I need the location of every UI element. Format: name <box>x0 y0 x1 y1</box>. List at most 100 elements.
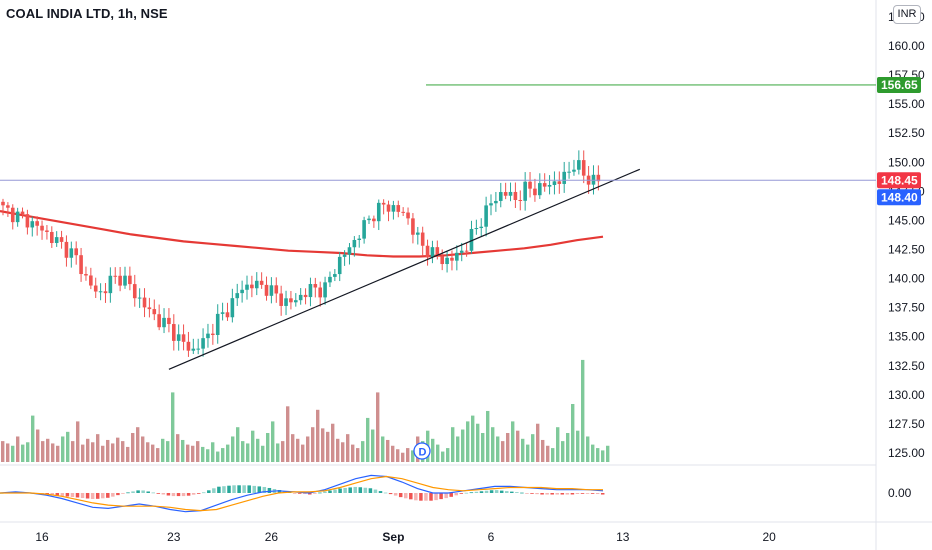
volume-bar <box>321 428 325 462</box>
candle-body <box>113 275 118 277</box>
macd-histogram-bar <box>146 491 150 493</box>
volume-bar <box>531 434 535 462</box>
candle-body <box>15 211 20 223</box>
volume-bar <box>436 444 440 462</box>
volume-bar <box>606 445 610 462</box>
trend-line <box>168 168 641 370</box>
macd-histogram-bar <box>292 493 297 494</box>
volume-bar <box>91 442 95 462</box>
volume-bar <box>221 448 225 462</box>
volume-bar <box>451 427 455 462</box>
macd-histogram-bar <box>565 493 570 495</box>
macd-zero-label: 0.00 <box>888 486 912 500</box>
candle-body <box>523 181 527 201</box>
volume-bar <box>186 444 190 462</box>
macd-histogram-bar <box>166 493 171 496</box>
y-tick-label: 125.00 <box>888 446 925 460</box>
volume-bar <box>581 359 585 462</box>
volume-bar <box>511 421 515 462</box>
currency-button[interactable]: INR <box>893 5 921 24</box>
candle-body <box>323 282 327 298</box>
macd-histogram-bar <box>217 486 221 493</box>
volume-bar <box>191 445 195 462</box>
volume-bar <box>286 406 290 462</box>
candle-body <box>376 202 381 222</box>
macd-histogram-bar <box>338 488 342 493</box>
volume-bar <box>11 445 15 462</box>
macd-histogram-bar <box>343 487 347 493</box>
volume-bar <box>476 423 480 462</box>
macd-histogram-bar <box>398 493 403 498</box>
moving-average-line <box>0 210 604 258</box>
volume-bar <box>46 438 50 462</box>
candle-body <box>108 275 113 294</box>
candle-body <box>440 256 444 265</box>
candle-body <box>518 200 523 202</box>
volume-bar <box>541 439 545 462</box>
macd-histogram-bar <box>590 493 595 494</box>
candle-body <box>533 188 537 196</box>
candle-body <box>445 257 449 265</box>
volume-bar <box>56 445 60 462</box>
volume-bar <box>501 441 505 462</box>
macd-histogram-bar <box>136 490 140 493</box>
macd-histogram-bar <box>126 492 130 494</box>
volume-bar <box>391 445 395 462</box>
macd-histogram-bar <box>186 493 191 496</box>
volume-bar <box>471 415 475 462</box>
signal-line <box>0 475 603 512</box>
volume-bar <box>496 436 500 462</box>
candle-body <box>118 275 122 286</box>
candle-body <box>64 241 69 258</box>
candle-body <box>74 248 78 256</box>
macd-histogram-bar <box>414 493 418 501</box>
volume-bar <box>336 438 340 462</box>
volume-bar <box>181 439 185 462</box>
candle-body <box>264 284 269 296</box>
volume-bar <box>26 442 30 462</box>
volume-bar <box>96 434 100 462</box>
candle-body <box>596 174 601 182</box>
macd-histogram-bar <box>489 490 494 493</box>
candle-body <box>89 275 93 286</box>
candle-body <box>162 317 166 328</box>
candle-body <box>196 348 200 350</box>
candle-body <box>430 247 435 258</box>
macd-histogram-bar <box>156 493 161 494</box>
y-tick-label: 155.00 <box>888 97 925 111</box>
candle-body <box>333 274 337 277</box>
macd-histogram-bar <box>515 492 519 493</box>
macd-histogram-bar <box>444 493 448 499</box>
candle-body <box>567 171 571 173</box>
dividend-icon <box>413 442 431 460</box>
volume-bar <box>71 441 75 462</box>
macd-histogram-bar <box>570 493 575 495</box>
candle-body <box>147 307 152 310</box>
macd-histogram-bar <box>545 493 549 495</box>
volume-bar <box>316 409 320 462</box>
y-tick-label: 152.50 <box>888 126 925 140</box>
volume-bar <box>51 443 55 462</box>
candle-body <box>528 181 532 189</box>
candle-body <box>498 192 503 201</box>
macd-histogram-bar <box>121 493 125 494</box>
volume-bar <box>226 444 230 462</box>
candle-body <box>352 239 357 248</box>
candle-body <box>289 298 293 303</box>
macd-histogram-bar <box>207 490 211 493</box>
candle-body <box>337 256 342 275</box>
macd-histogram-bar <box>297 493 302 494</box>
macd-histogram-bar <box>419 493 423 501</box>
volume-bar <box>406 448 410 462</box>
macd-histogram-bar <box>484 490 489 493</box>
volume-bar <box>506 433 510 462</box>
volume-bar <box>536 423 540 462</box>
candle-body <box>367 218 371 221</box>
macd-histogram-bar <box>520 492 524 494</box>
volume-bar <box>371 429 375 462</box>
candle-body <box>40 225 44 231</box>
candle-body <box>347 247 352 255</box>
volume-bar <box>266 433 270 462</box>
